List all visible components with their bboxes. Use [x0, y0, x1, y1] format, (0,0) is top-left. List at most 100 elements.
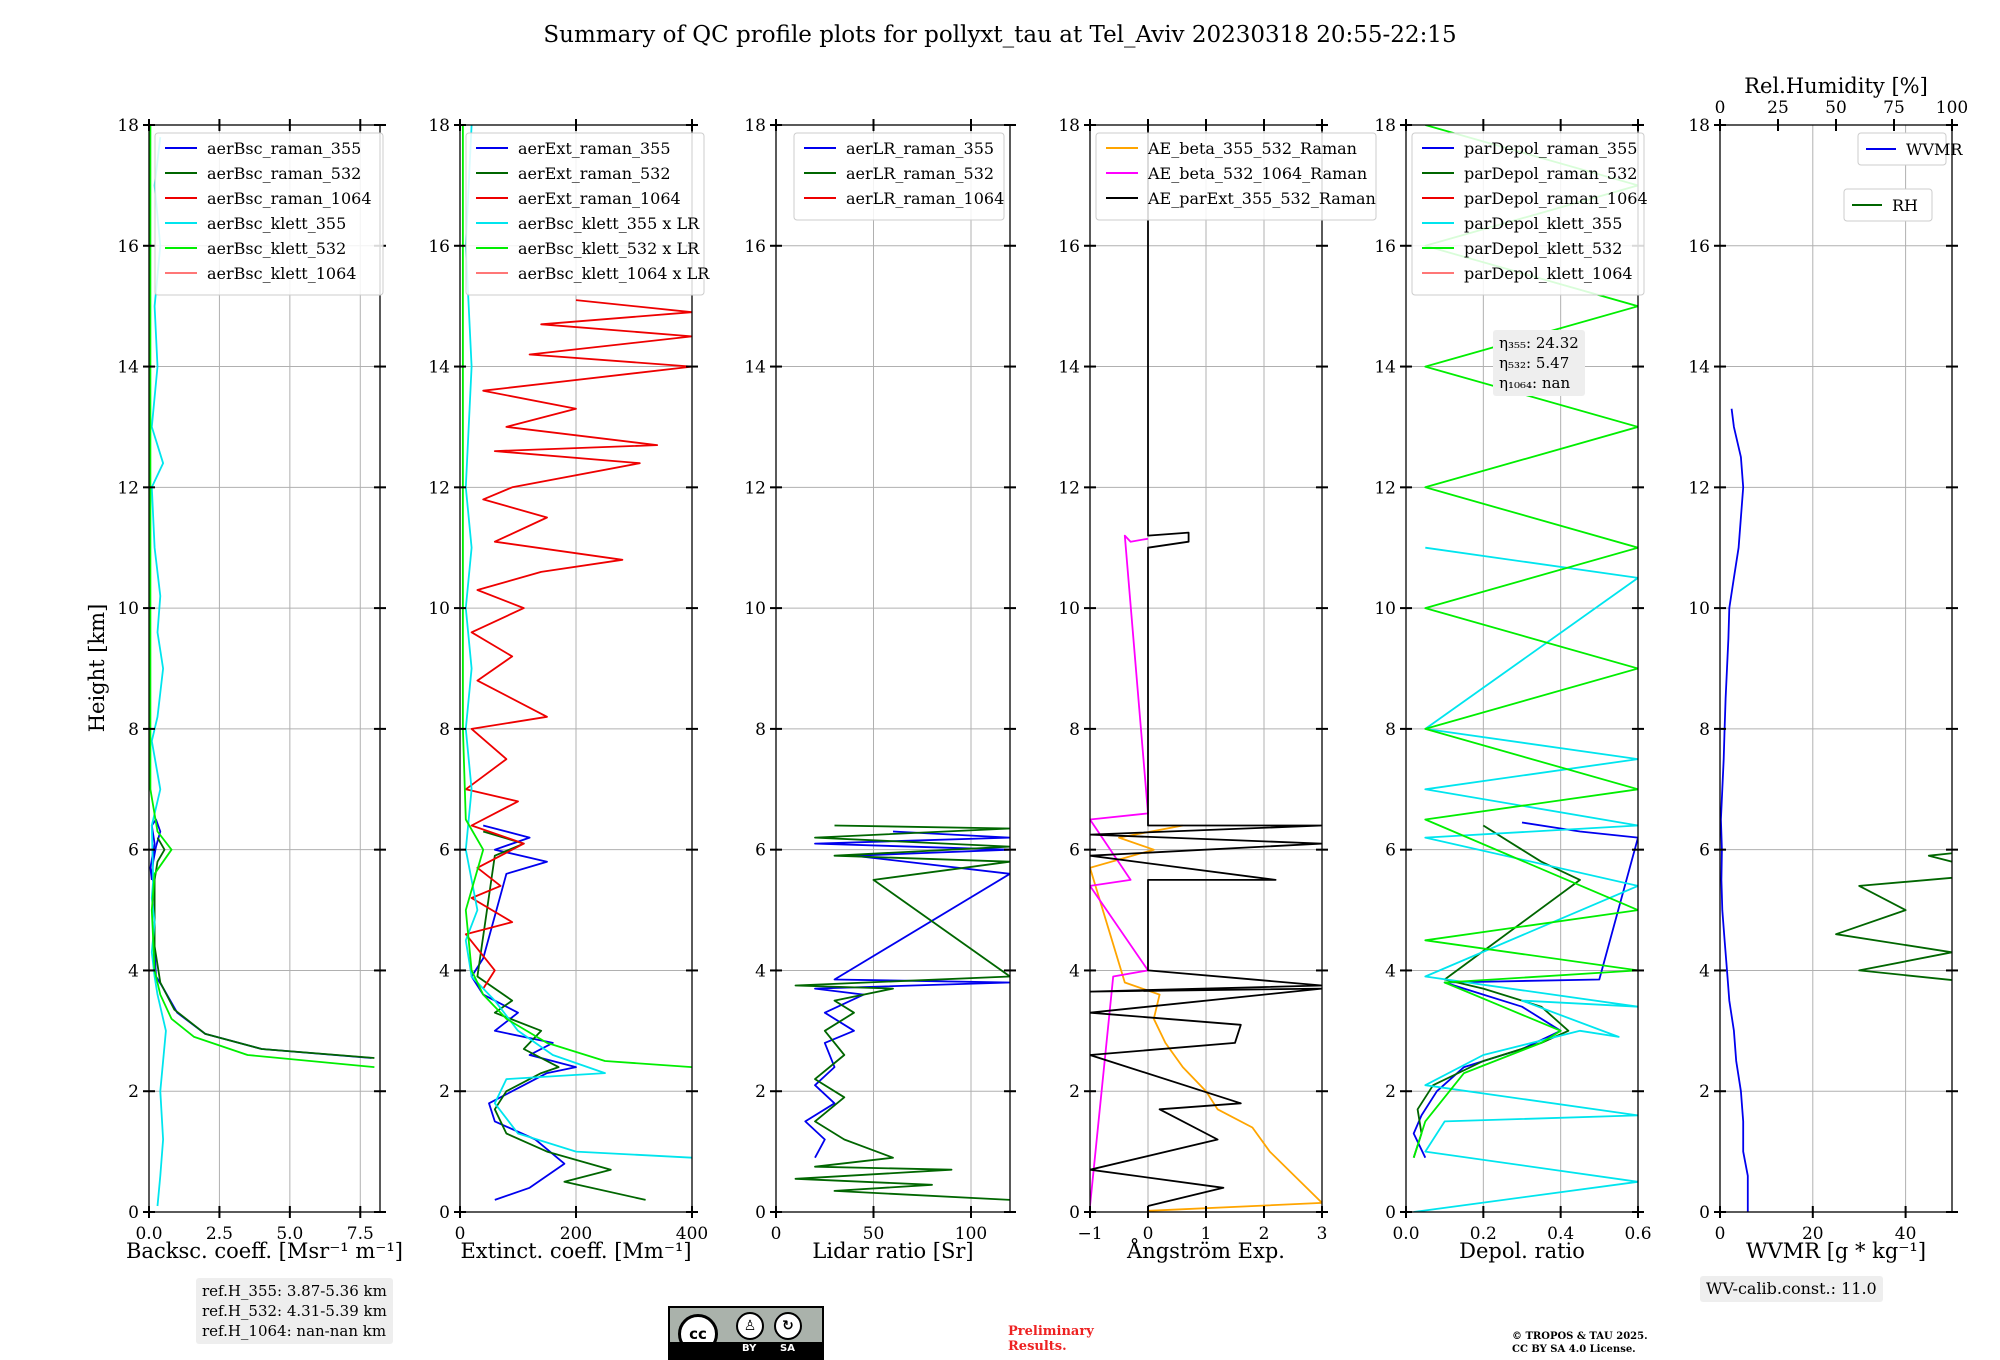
legend-label-aerBsc_klett_1064: aerBsc_klett_1064	[207, 264, 356, 283]
cc-by-label: BY	[742, 1343, 757, 1354]
x-tick-label: 200	[560, 1224, 592, 1244]
y-tick-label: 0	[1069, 1203, 1080, 1223]
x-tick-label: 0	[771, 1224, 782, 1244]
y-tick-label: 18	[1688, 116, 1710, 136]
series-group	[1090, 125, 1322, 1212]
axes-frame	[1719, 124, 1953, 1213]
copyright-line-1: © TROPOS & TAU 2025.	[1512, 1331, 1648, 1342]
legend-box	[793, 132, 1005, 221]
y-tick-label: 2	[1385, 1082, 1396, 1102]
preliminary-line-2: Results.	[1008, 1339, 1067, 1354]
y-tick-label: 18	[1374, 116, 1396, 136]
y-tick-label: 18	[1058, 116, 1080, 136]
legend-label-parDepol_klett_532: parDepol_klett_532	[1464, 239, 1622, 258]
legend-label-aerBsc_klett_532: aerBsc_klett_532	[207, 239, 346, 258]
eta-1064: η₁₀₆₄: nan	[1499, 374, 1571, 392]
y-tick-label: 16	[744, 237, 766, 257]
y-tick-label: 10	[428, 599, 450, 619]
x-tick-label: 400	[676, 1224, 708, 1244]
legend-label-aerBsc_raman_532: aerBsc_raman_532	[207, 164, 361, 183]
legend-label-aerBsc_raman_355: aerBsc_raman_355	[207, 139, 361, 158]
ref-height-1064: ref.H_1064: nan-nan km	[202, 1322, 387, 1340]
series-line-aerLR_raman_355	[804, 830, 1010, 1159]
y-tick-label: 18	[428, 116, 450, 136]
y-tick-label: 2	[439, 1082, 450, 1102]
y-tick-label: 14	[428, 358, 450, 378]
legend-label-aerLR_raman_532: aerLR_raman_532	[846, 164, 994, 183]
series-line-aerExt_raman_532	[476, 830, 646, 1201]
share-alike-icon: ↻	[774, 1312, 802, 1340]
y-tick-label: 4	[1699, 961, 1710, 981]
wv-calibration-box: WV-calib.const.: 11.0	[1700, 1276, 1883, 1302]
preliminary-note: Preliminary Results.	[1008, 1324, 1094, 1354]
x-tick-label: 50	[863, 1224, 885, 1244]
axes-frame	[1405, 124, 1639, 1213]
y-tick-label: 0	[755, 1203, 766, 1223]
y-tick-label: 16	[1374, 237, 1396, 257]
legend-label-parDepol_raman_1064: parDepol_raman_1064	[1464, 189, 1648, 208]
y-tick-label: 4	[755, 961, 766, 981]
legend-label-aerExt_raman_532: aerExt_raman_532	[518, 164, 671, 183]
y-tick-label: 14	[1374, 358, 1396, 378]
x-axis-label: Extinct. coeff. [Mm⁻¹]	[460, 1239, 691, 1263]
x-axis-label: Backsc. coeff. [Msr⁻¹ m⁻¹]	[126, 1239, 403, 1263]
series-line-AE_beta_355_532_Raman	[1090, 824, 1322, 1212]
x-tick-label: 2.5	[206, 1224, 233, 1244]
series-group	[794, 824, 1010, 1201]
cc-badge-strip: BY SA	[670, 1342, 822, 1358]
top-axis-tick-label: 0	[1715, 98, 1726, 118]
x-axis-label: Depol. ratio	[1459, 1239, 1585, 1263]
y-tick-label: 6	[1699, 841, 1710, 861]
by-attribution-icon: ♙	[736, 1312, 764, 1340]
y-tick-label: 18	[744, 116, 766, 136]
legend-label-aerBsc_klett_355 x LR: aerBsc_klett_355 x LR	[518, 214, 700, 233]
legend-label-aerLR_raman_1064: aerLR_raman_1064	[846, 189, 1004, 208]
series-line-AE_beta_532_1064_Raman	[1090, 534, 1149, 1207]
wv-calib-const: WV-calib.const.: 11.0	[1706, 1279, 1877, 1298]
legend-label-aerBsc_klett_1064 x LR: aerBsc_klett_1064 x LR	[518, 264, 710, 283]
y-tick-label: 6	[439, 841, 450, 861]
series-line-aerBsc_raman_355	[149, 818, 372, 1059]
x-tick-label: 100	[955, 1224, 987, 1244]
top-axis-label: Rel.Humidity [%]	[1744, 74, 1928, 98]
legend-label-aerBsc_klett_355: aerBsc_klett_355	[207, 214, 346, 233]
cc-license-badge: cc ♙ ↻ BY SA	[668, 1306, 824, 1360]
reference-height-box: ref.H_355: 3.87-5.36 km ref.H_532: 4.31-…	[196, 1278, 393, 1344]
preliminary-line-1: Preliminary	[1008, 1324, 1094, 1339]
x-tick-label: 2	[1259, 1224, 1270, 1244]
legend-label-AE_beta_532_1064_Raman: AE_beta_532_1064_Raman	[1147, 164, 1367, 183]
series-line-parDepol_klett_355	[1413, 546, 1638, 1212]
x-axis-label: WVMR [g * kg⁻¹]	[1746, 1239, 1926, 1263]
series-line-AE_parExt_355_532_Raman	[1090, 125, 1322, 1207]
x-tick-label: 0.6	[1624, 1224, 1651, 1244]
y-tick-label: 16	[117, 237, 139, 257]
legend-box	[1095, 132, 1377, 221]
y-tick-label: 4	[128, 961, 139, 981]
y-tick-label: 8	[1069, 720, 1080, 740]
top-axis-tick-label: 100	[1936, 98, 1968, 118]
legend-box	[1843, 188, 1933, 222]
series-line-aerLR_raman_532	[794, 824, 1010, 1201]
y-tick-label: 0	[439, 1203, 450, 1223]
legend-label-aerLR_raman_355: aerLR_raman_355	[846, 139, 994, 158]
y-tick-label: 4	[439, 961, 450, 981]
y-tick-label: 12	[428, 478, 450, 498]
legend-label-aerBsc_klett_532 x LR: aerBsc_klett_532 x LR	[518, 239, 700, 258]
series-line-aerBsc_klett_532 x LR	[461, 125, 692, 1068]
series-line-WVMR	[1720, 408, 1749, 1212]
y-tick-label: 18	[117, 116, 139, 136]
series-line-aerBsc_klett_355 x LR	[464, 125, 692, 1159]
series-line-aerExt_raman_1064	[464, 299, 692, 990]
panel-5: 0 2 4 6 8 10 12 14 16 18 0.0 0.2 0.4 0.6 Depol. ratio p…	[1374, 116, 1651, 1263]
legend-label-parDepol_raman_355: parDepol_raman_355	[1464, 139, 1637, 158]
eta-box: η₃₅₅: 24.32 η₅₃₂: 5.47 η₁₀₆₄: nan	[1493, 330, 1585, 396]
cc-sa-label: SA	[780, 1343, 795, 1354]
legend-label-AE_beta_355_532_Raman: AE_beta_355_532_Raman	[1147, 139, 1357, 158]
x-tick-label: 0	[1715, 1224, 1726, 1244]
legend-box	[1411, 132, 1645, 296]
